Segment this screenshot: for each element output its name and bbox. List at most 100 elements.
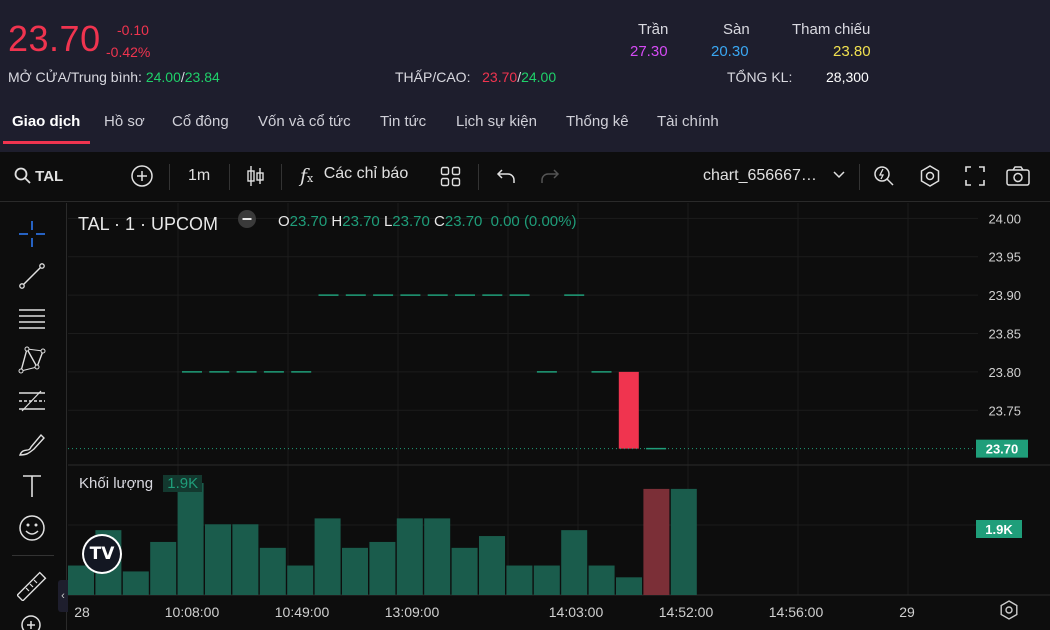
series-legend[interactable]: TAL · 1 · UPCOM bbox=[78, 209, 257, 235]
tab-profile[interactable]: Hồ sơ bbox=[104, 113, 145, 130]
tab-events[interactable]: Lịch sự kiện bbox=[456, 113, 537, 130]
candle bbox=[618, 371, 639, 449]
drawing-toolbar: ‹ bbox=[0, 203, 68, 630]
trend-line-icon[interactable] bbox=[17, 261, 47, 296]
volume-bar bbox=[150, 541, 177, 595]
volume-bar bbox=[122, 571, 149, 595]
brush-icon[interactable] bbox=[17, 429, 47, 464]
fullscreen-icon[interactable] bbox=[964, 165, 986, 187]
volume-bar bbox=[232, 524, 259, 595]
crosshair-icon[interactable] bbox=[17, 219, 47, 254]
total-volume-value: 28,300 bbox=[826, 69, 869, 85]
tab-financials[interactable]: Tài chính bbox=[657, 113, 719, 130]
price-tick-label: 24.00 bbox=[988, 211, 1021, 226]
volume-axis-label: 1.9K bbox=[985, 522, 1013, 537]
tool-divider bbox=[12, 555, 54, 556]
fx-icon: fx bbox=[300, 165, 314, 187]
price-volume-chart: 24.00 23.95 23.90 23.85 23.80 23.75 23.70 1.9K 2… bbox=[68, 203, 1050, 620]
ref-value: 23.80 bbox=[833, 43, 871, 60]
low-value: 23.70 bbox=[482, 69, 518, 85]
toolbar-divider bbox=[478, 164, 479, 190]
volume-bar bbox=[342, 547, 368, 595]
price-tick-label: 23.75 bbox=[988, 403, 1021, 418]
plot-area[interactable]: 24.00 23.95 23.90 23.85 23.80 23.75 23.70 1.9K 2… bbox=[68, 203, 1050, 630]
axis-settings-icon[interactable] bbox=[998, 599, 1020, 626]
tab-trading[interactable]: Giao dịch bbox=[12, 113, 81, 130]
indicators-button[interactable]: fx Các chỉ báo bbox=[300, 165, 408, 187]
volume-label: Khối lượng bbox=[79, 475, 154, 492]
time-tick-label: 10:49:00 bbox=[275, 604, 330, 620]
tradingview-logo[interactable]: TV bbox=[82, 534, 122, 574]
close-value: 23.70 bbox=[444, 213, 483, 230]
bar-change: 0.00 (0.00%) bbox=[490, 213, 577, 230]
redo-icon[interactable] bbox=[540, 167, 560, 185]
interval-button[interactable]: 1m bbox=[188, 167, 211, 184]
quick-search-icon[interactable] bbox=[872, 164, 896, 188]
high-value: 24.00 bbox=[521, 69, 557, 85]
symbol-label: TAL bbox=[35, 168, 64, 185]
layout-name-dropdown[interactable]: chart_656667… bbox=[703, 167, 845, 185]
candles bbox=[182, 294, 667, 450]
price-tick-label: 23.95 bbox=[988, 250, 1021, 265]
open-label: O bbox=[278, 213, 290, 230]
chart-toolbar: TAL 1m fx Các chỉ báo bbox=[0, 148, 1050, 202]
floor-label: Sàn bbox=[723, 21, 750, 38]
open-avg: MỞ CỬA/Trung bình: 24.00/23.84 bbox=[8, 69, 220, 85]
chart-container: TAL 1m fx Các chỉ báo bbox=[0, 148, 1050, 630]
low-high-label: THẤP/CAO: bbox=[395, 69, 471, 85]
volume-bar bbox=[369, 541, 396, 595]
text-icon[interactable] bbox=[17, 471, 47, 506]
separator: / bbox=[180, 69, 185, 85]
horizontal-lines-icon[interactable] bbox=[17, 303, 47, 338]
time-tick-label: 29 bbox=[899, 604, 915, 620]
low-label: L bbox=[383, 213, 393, 230]
tab-statistics[interactable]: Thống kê bbox=[566, 113, 629, 130]
undo-icon[interactable] bbox=[496, 167, 516, 185]
volume-bar bbox=[177, 483, 204, 595]
low-high: THẤP/CAO: 23.70/24.00 bbox=[395, 69, 556, 85]
floor-value: 20.30 bbox=[711, 43, 749, 60]
open-value: 23.70 bbox=[289, 213, 328, 230]
hide-series-icon[interactable] bbox=[237, 209, 257, 234]
ohlc-values: O23.70 H23.70 L23.70 C23.70 0.00 (0.00%) bbox=[278, 213, 576, 230]
chevron-down-icon bbox=[833, 171, 845, 179]
price-change: -0.10 bbox=[117, 22, 149, 38]
volume-legend: Khối lượng 1.9K bbox=[79, 475, 203, 492]
volume-bar bbox=[643, 488, 670, 595]
collapse-toolbar-handle[interactable]: ‹ bbox=[58, 580, 68, 612]
tab-news[interactable]: Tin tức bbox=[380, 113, 427, 130]
zoom-in-icon[interactable] bbox=[17, 611, 47, 630]
candle-style-icon[interactable] bbox=[245, 164, 265, 188]
layouts-grid-icon[interactable] bbox=[440, 166, 461, 187]
separator: / bbox=[517, 69, 522, 85]
fib-icon[interactable] bbox=[17, 387, 47, 422]
avg-value: 23.84 bbox=[184, 69, 220, 85]
volume-bar bbox=[424, 518, 451, 595]
time-tick-label: 28 bbox=[74, 604, 90, 620]
ruler-icon[interactable] bbox=[16, 571, 47, 606]
volume-bar bbox=[670, 488, 697, 595]
volume-bar bbox=[479, 536, 505, 595]
price-tick-label: 23.80 bbox=[988, 365, 1021, 380]
time-tick-label: 14:52:00 bbox=[659, 604, 714, 620]
total-volume-label: TỔNG KL: bbox=[727, 69, 793, 85]
search-icon bbox=[14, 167, 31, 184]
layout-name: chart_656667… bbox=[703, 167, 817, 184]
tab-capital-dividends[interactable]: Vốn và cổ tức bbox=[258, 113, 351, 130]
compare-plus-icon[interactable] bbox=[130, 164, 154, 188]
volume-value: 1.9K bbox=[163, 475, 203, 492]
pattern-icon[interactable] bbox=[17, 345, 47, 380]
emoji-icon[interactable] bbox=[17, 513, 47, 548]
camera-icon[interactable] bbox=[1005, 165, 1031, 187]
settings-icon[interactable] bbox=[918, 164, 942, 188]
last-price-badge bbox=[976, 439, 1028, 458]
ceiling-label: Trần bbox=[638, 21, 669, 38]
volume-bar bbox=[451, 547, 478, 595]
time-tick-label: 14:03:00 bbox=[549, 604, 604, 620]
low-value: 23.70 bbox=[392, 213, 430, 230]
tab-shareholders[interactable]: Cổ đông bbox=[172, 113, 229, 130]
volume-bar bbox=[616, 577, 642, 595]
symbol-search[interactable]: TAL bbox=[14, 167, 63, 185]
series-title: TAL · 1 · UPCOM bbox=[78, 214, 219, 234]
